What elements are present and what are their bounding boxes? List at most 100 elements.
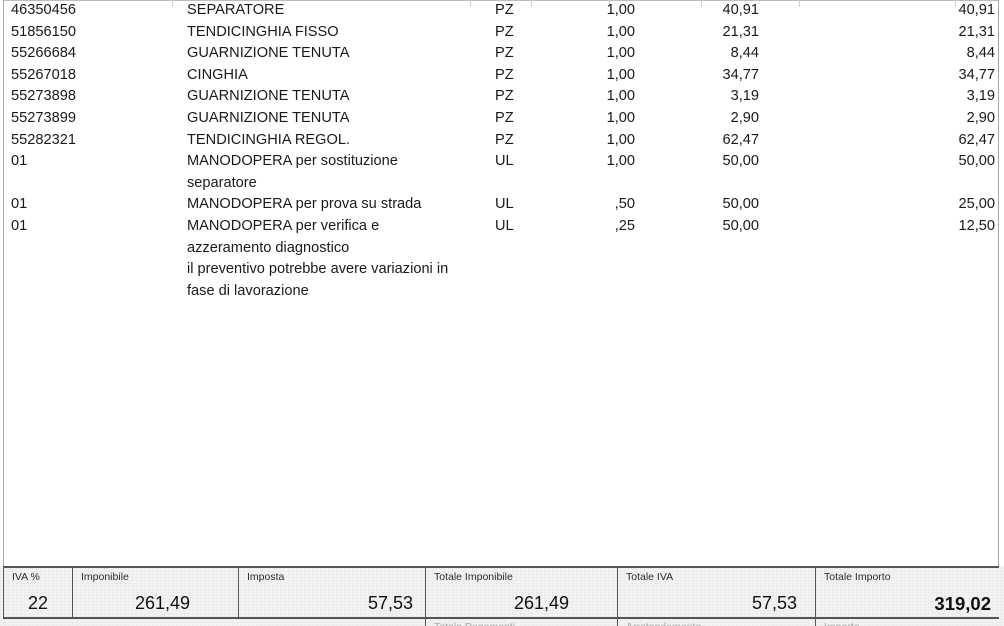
cell-code: 01 — [11, 196, 28, 213]
cell-discount — [781, 151, 875, 194]
cell-discount — [781, 108, 875, 130]
cell-unit-price: 34,77 — [722, 66, 759, 83]
totals-cut-off-row: Totale Pagamenti Arrotondamento Importo — [3, 618, 999, 626]
table-row: 55273899 GUARNIZIONE TENUTA PZ 1,00 2,90… — [4, 108, 1004, 130]
cell-code: 46350456 — [11, 2, 76, 18]
cell-total: 25,00 — [958, 196, 995, 213]
column-divider-desc — [470, 0, 471, 7]
totals-bottom-border — [3, 617, 999, 619]
table-row-note: il preventivo potrebbe avere variazioni … — [4, 259, 1004, 302]
cell-description: GUARNIZIONE TENUTA — [187, 88, 350, 105]
totals-cell-total-vat: Totale IVA 57,53 — [617, 568, 815, 617]
cell-description: CINGHIA — [187, 66, 248, 83]
cell-discount — [781, 43, 875, 65]
column-divider-code — [172, 0, 173, 7]
totals-cell-vat-rate: IVA % 22 — [3, 568, 72, 617]
cell-description: GUARNIZIONE TENUTA — [187, 45, 350, 62]
table-row: 51856150 TENDICINGHIA FISSO PZ 1,00 21,3… — [4, 22, 1004, 44]
column-divider-total — [955, 0, 956, 7]
cell-um: PZ — [495, 109, 514, 126]
cell-quantity: 1,00 — [606, 45, 635, 62]
totals-value-total-vat: 57,53 — [751, 593, 797, 613]
cell-total-empty — [875, 259, 1003, 302]
column-divider-discount — [799, 0, 800, 7]
table-left-border — [3, 0, 4, 566]
cell-description: GUARNIZIONE TENUTA — [187, 109, 350, 126]
totals-label-total-vat: Totale IVA — [626, 571, 674, 583]
column-divider-qty — [609, 0, 610, 7]
cell-um: PZ — [495, 23, 514, 40]
cell-code-empty — [4, 259, 183, 302]
totals-label-total-amount: Totale Importo — [824, 571, 891, 583]
totals-value-total-amount: 319,02 — [934, 593, 991, 614]
totals-label-vat-rate: IVA % — [12, 571, 40, 583]
line-items-table: 46350456 SEPARATORE PZ 1,00 40,91 40,91 … — [4, 0, 1004, 302]
cell-total: 2,90 — [966, 109, 995, 126]
cell-unit-price: 62,47 — [722, 131, 759, 148]
table-row: 55282321 TENDICINGHIA REGOL. PZ 1,00 62,… — [4, 130, 1004, 152]
column-divider-um — [531, 0, 532, 7]
cell-code: 55273899 — [11, 109, 76, 126]
totals-value-vat-rate: 22 — [27, 593, 49, 613]
cell-unit-price: 21,31 — [722, 23, 759, 40]
line-items-body: 46350456 SEPARATORE PZ 1,00 40,91 40,91 … — [4, 0, 1004, 302]
cell-quantity: ,50 — [614, 196, 635, 213]
cell-unit-price: 50,00 — [722, 217, 759, 234]
cell-code: 01 — [11, 217, 28, 234]
cell-discount — [781, 86, 875, 108]
cell-code: 51856150 — [11, 23, 76, 40]
cell-code: 55273898 — [11, 88, 76, 105]
cell-description: SEPARATORE — [187, 2, 285, 18]
cell-description: TENDICINGHIA FISSO — [187, 23, 339, 40]
cell-unit-price: 50,00 — [722, 196, 759, 213]
column-divider-price — [701, 0, 702, 7]
cell-um: PZ — [495, 2, 514, 18]
cell-um: PZ — [495, 88, 514, 105]
cell-quantity: 1,00 — [606, 131, 635, 148]
cut-segment-1: Totale Pagamenti — [425, 618, 617, 626]
table-row: 55273898 GUARNIZIONE TENUTA PZ 1,00 3,19… — [4, 86, 1004, 108]
table-row: 55266684 GUARNIZIONE TENUTA PZ 1,00 8,44… — [4, 43, 1004, 65]
cut-segment-1-label: Totale Pagamenti — [434, 621, 515, 626]
totals-label-total-taxable: Totale Imponibile — [434, 571, 513, 583]
cell-total: 40,91 — [958, 2, 995, 18]
cell-discount — [781, 0, 875, 22]
cell-total: 12,50 — [958, 217, 995, 234]
cell-discount — [781, 216, 875, 259]
line-items-region: 46350456 SEPARATORE PZ 1,00 40,91 40,91 … — [3, 0, 1004, 566]
cut-segment-2-label: Arrotondamento — [626, 621, 701, 626]
cell-discount — [781, 194, 875, 216]
cell-quantity: 1,00 — [606, 2, 635, 18]
cell-unit-price: 2,90 — [730, 109, 759, 126]
cell-um: PZ — [495, 45, 514, 62]
cell-quantity: 1,00 — [606, 153, 635, 170]
cell-unit-price: 40,91 — [722, 2, 759, 18]
totals-value-total-taxable: 261,49 — [513, 593, 569, 613]
totals-cell-tax: Imposta 57,53 — [238, 568, 425, 617]
cell-total: 50,00 — [958, 153, 995, 170]
line-items-note: il preventivo potrebbe avere variazioni … — [187, 261, 449, 299]
cell-total: 3,19 — [966, 88, 995, 105]
table-row: 01 MANODOPERA per prova su strada UL ,50… — [4, 194, 1004, 216]
table-right-border — [998, 0, 999, 566]
totals-region: IVA % 22 Imponibile 261,49 Imposta 57,53… — [0, 566, 1004, 626]
cell-discount — [781, 22, 875, 44]
table-row: 01 MANODOPERA per verifica e azzeramento… — [4, 216, 1004, 259]
cell-code: 55267018 — [11, 66, 76, 83]
totals-cell-taxable: Imponibile 261,49 — [72, 568, 238, 617]
cell-um: PZ — [495, 131, 514, 148]
cell-total: 62,47 — [958, 131, 995, 148]
cell-quantity: 1,00 — [606, 23, 635, 40]
cell-unit-price-empty — [649, 259, 781, 302]
totals-cell-total-taxable: Totale Imponibile 261,49 — [425, 568, 617, 617]
table-row: 01 MANODOPERA per sostituzione separator… — [4, 151, 1004, 194]
cell-discount — [781, 65, 875, 87]
cell-discount-empty — [781, 259, 875, 302]
cell-quantity-empty — [557, 259, 649, 302]
cell-quantity: 1,00 — [606, 66, 635, 83]
cell-total: 34,77 — [958, 66, 995, 83]
cell-um: UL — [495, 196, 514, 213]
totals-label-taxable: Imponibile — [81, 571, 129, 583]
cell-unit-price: 3,19 — [730, 88, 759, 105]
